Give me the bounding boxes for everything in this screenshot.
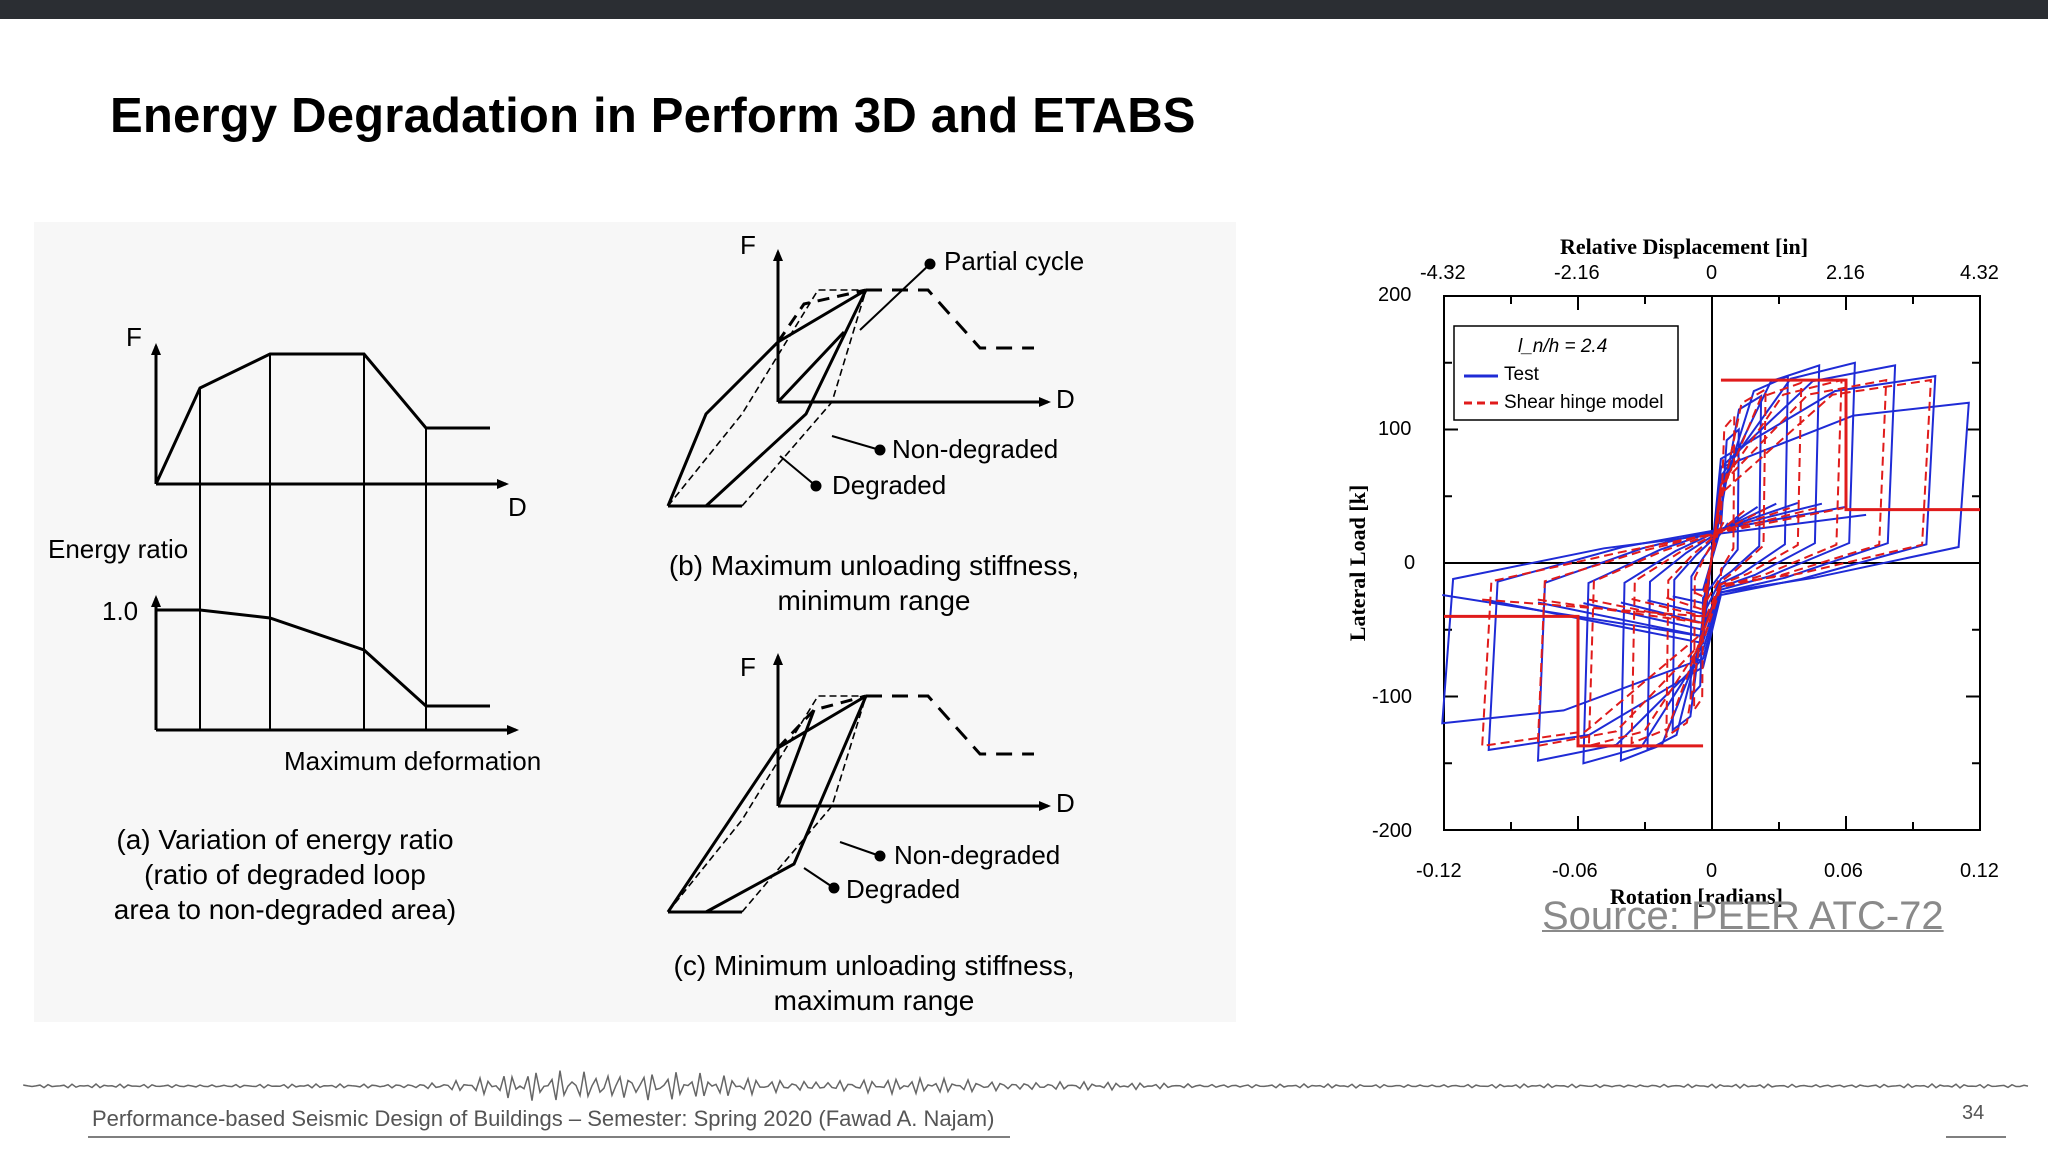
test-hysteresis-loop bbox=[1671, 394, 1763, 732]
panel-b-nondegraded-loop bbox=[667, 289, 866, 507]
hysteresis-plot-svg bbox=[1441, 295, 1981, 831]
panel-b-dashed-backbone bbox=[866, 288, 1034, 350]
hysteresis-legend bbox=[1453, 325, 1679, 421]
slide-title: Energy Degradation in Perform 3D and ETA… bbox=[110, 89, 1196, 143]
legend-title: l_n/h = 2.4 bbox=[1518, 336, 1608, 357]
panel-a-energy-ratio-label: Energy ratio bbox=[48, 534, 189, 564]
seismic-wave-line bbox=[23, 1070, 2029, 1101]
hysteresis-plot-panel: Relative Displacement [in] -4.32 -2.16 0… bbox=[1320, 226, 2028, 946]
footer-text: Performance-based Seismic Design of Buil… bbox=[92, 1106, 995, 1131]
panel-a-backbone bbox=[151, 343, 509, 489]
panel-c-f-label: F bbox=[740, 652, 756, 682]
panel-c-degraded-label: Degraded bbox=[846, 874, 961, 904]
panel-b-nondegraded-label: Non-degraded bbox=[892, 434, 1059, 464]
panel-b-f-label: F bbox=[740, 230, 756, 260]
y-tick-200: 200 bbox=[1378, 284, 1412, 306]
page-number: 34 bbox=[1962, 1102, 1985, 1124]
y-tick-neg200: -200 bbox=[1372, 820, 1413, 842]
top-tick-4: 2.16 bbox=[1826, 262, 1865, 284]
panel-c-diagram bbox=[666, 653, 1051, 914]
bottom-tick-1: -0.12 bbox=[1416, 860, 1462, 882]
legend-test-label: Test bbox=[1504, 364, 1539, 385]
panel-a-d-label: D bbox=[508, 492, 527, 522]
model-envelope-negative bbox=[1444, 614, 1704, 748]
panel-a-energy bbox=[151, 595, 519, 735]
model-envelope bbox=[1720, 378, 1980, 512]
panel-a-one-label: 1.0 bbox=[102, 596, 139, 626]
panel-b-degraded-loop bbox=[666, 288, 867, 507]
legend-model-label: Shear hinge model bbox=[1504, 392, 1664, 413]
panel-a-f-label: F bbox=[126, 322, 142, 352]
model-loops bbox=[1444, 378, 1980, 748]
model-hysteresis-loop bbox=[1665, 387, 1767, 739]
panel-c-nondegraded-label: Non-degraded bbox=[894, 840, 1061, 870]
panel-a-backbone-curve bbox=[154, 352, 490, 485]
degradation-diagrams-panel: F D Energy ratio 1.0 Maximum deformation… bbox=[34, 222, 1236, 1022]
panel-a-deformation-label: Maximum deformation bbox=[284, 746, 542, 776]
panel-b-d-label: D bbox=[1056, 384, 1075, 414]
top-tick-1: -4.32 bbox=[1420, 262, 1466, 284]
panel-b-partial-cycle bbox=[776, 288, 867, 343]
bottom-tick-4: 0.06 bbox=[1824, 860, 1863, 882]
bottom-tick-3: 0 bbox=[1706, 860, 1718, 882]
bottom-tick-2: -0.06 bbox=[1552, 860, 1598, 882]
top-tick-5: 4.32 bbox=[1960, 262, 1999, 284]
panel-c-dashed-backbone bbox=[866, 694, 1034, 756]
y-tick-neg100: -100 bbox=[1372, 686, 1413, 708]
panel-c-d-label: D bbox=[1056, 788, 1075, 818]
panel-b-degraded-label: Degraded bbox=[832, 470, 947, 500]
model-hysteresis-loop bbox=[1536, 378, 1888, 748]
panel-a-guides bbox=[199, 354, 427, 730]
panel-b-caption: (b) Maximum unloading stiffness, minimum… bbox=[668, 550, 1080, 616]
y-tick-0: 0 bbox=[1404, 552, 1416, 574]
top-axis-label: Relative Displacement [in] bbox=[1560, 234, 1809, 259]
bottom-axis-label: Rotation [radians] bbox=[1610, 884, 1783, 909]
bottom-tick-5: 0.12 bbox=[1960, 860, 1999, 882]
model-hysteresis-loop bbox=[1481, 378, 1932, 748]
panel-b-partial-cycle-label: Partial cycle bbox=[944, 246, 1085, 276]
top-tick-3: 0 bbox=[1706, 262, 1718, 284]
panel-a-energy-curve bbox=[156, 608, 490, 708]
hysteresis-ticks bbox=[1443, 295, 1981, 831]
y-axis-label: Lateral Load [k] bbox=[1345, 484, 1370, 642]
panel-b-diagram bbox=[666, 249, 1051, 508]
test-hysteresis-loop bbox=[1441, 401, 1970, 725]
panel-c-caption: (c) Minimum unloading stiffness, maximum… bbox=[673, 950, 1075, 1016]
source-credit: Source: PEER ATC-72 bbox=[1542, 894, 1944, 938]
panel-a-caption: (a) Variation of energy ratio (ratio of … bbox=[113, 824, 457, 925]
panel-c-nondegraded-loop bbox=[667, 695, 866, 913]
top-bar bbox=[0, 0, 2048, 19]
y-tick-100: 100 bbox=[1378, 418, 1412, 440]
degradation-diagrams-svg bbox=[151, 249, 1051, 914]
top-tick-2: -2.16 bbox=[1554, 262, 1600, 284]
